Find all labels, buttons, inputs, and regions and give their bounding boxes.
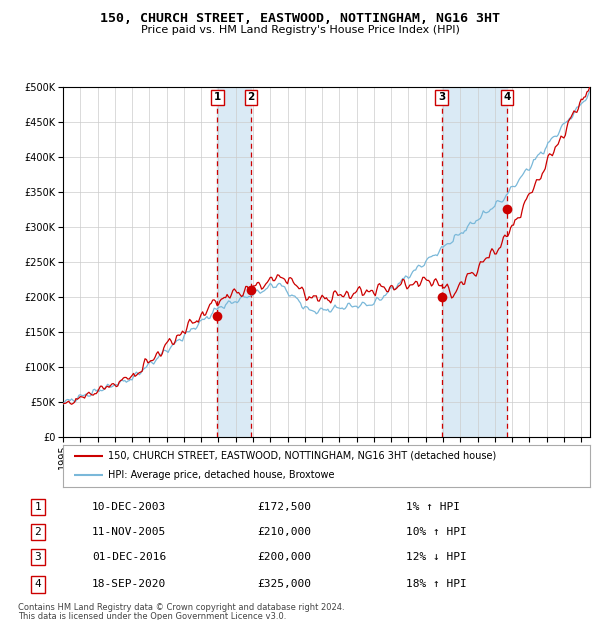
Text: 1: 1 — [214, 92, 221, 102]
Bar — [442, 87, 507, 437]
Text: 12% ↓ HPI: 12% ↓ HPI — [406, 552, 466, 562]
Text: 2: 2 — [35, 527, 41, 537]
Bar — [217, 87, 251, 437]
Text: 3: 3 — [438, 92, 445, 102]
Text: £325,000: £325,000 — [257, 579, 311, 589]
Text: £172,500: £172,500 — [257, 502, 311, 512]
Text: 11-NOV-2005: 11-NOV-2005 — [92, 527, 166, 537]
Text: 1% ↑ HPI: 1% ↑ HPI — [406, 502, 460, 512]
Text: £200,000: £200,000 — [257, 552, 311, 562]
Text: 2: 2 — [247, 92, 254, 102]
Text: 10-DEC-2003: 10-DEC-2003 — [92, 502, 166, 512]
Text: 1: 1 — [35, 502, 41, 512]
Text: £210,000: £210,000 — [257, 527, 311, 537]
Text: 4: 4 — [35, 579, 41, 589]
Text: 18-SEP-2020: 18-SEP-2020 — [92, 579, 166, 589]
Text: 150, CHURCH STREET, EASTWOOD, NOTTINGHAM, NG16 3HT (detached house): 150, CHURCH STREET, EASTWOOD, NOTTINGHAM… — [108, 451, 496, 461]
Text: 4: 4 — [503, 92, 511, 102]
Text: Price paid vs. HM Land Registry's House Price Index (HPI): Price paid vs. HM Land Registry's House … — [140, 25, 460, 35]
Text: 18% ↑ HPI: 18% ↑ HPI — [406, 579, 466, 589]
Text: Contains HM Land Registry data © Crown copyright and database right 2024.: Contains HM Land Registry data © Crown c… — [18, 603, 344, 612]
Text: HPI: Average price, detached house, Broxtowe: HPI: Average price, detached house, Brox… — [108, 471, 334, 480]
Text: 3: 3 — [35, 552, 41, 562]
Text: 01-DEC-2016: 01-DEC-2016 — [92, 552, 166, 562]
Text: 150, CHURCH STREET, EASTWOOD, NOTTINGHAM, NG16 3HT: 150, CHURCH STREET, EASTWOOD, NOTTINGHAM… — [100, 12, 500, 25]
Text: This data is licensed under the Open Government Licence v3.0.: This data is licensed under the Open Gov… — [18, 612, 286, 620]
Text: 10% ↑ HPI: 10% ↑ HPI — [406, 527, 466, 537]
